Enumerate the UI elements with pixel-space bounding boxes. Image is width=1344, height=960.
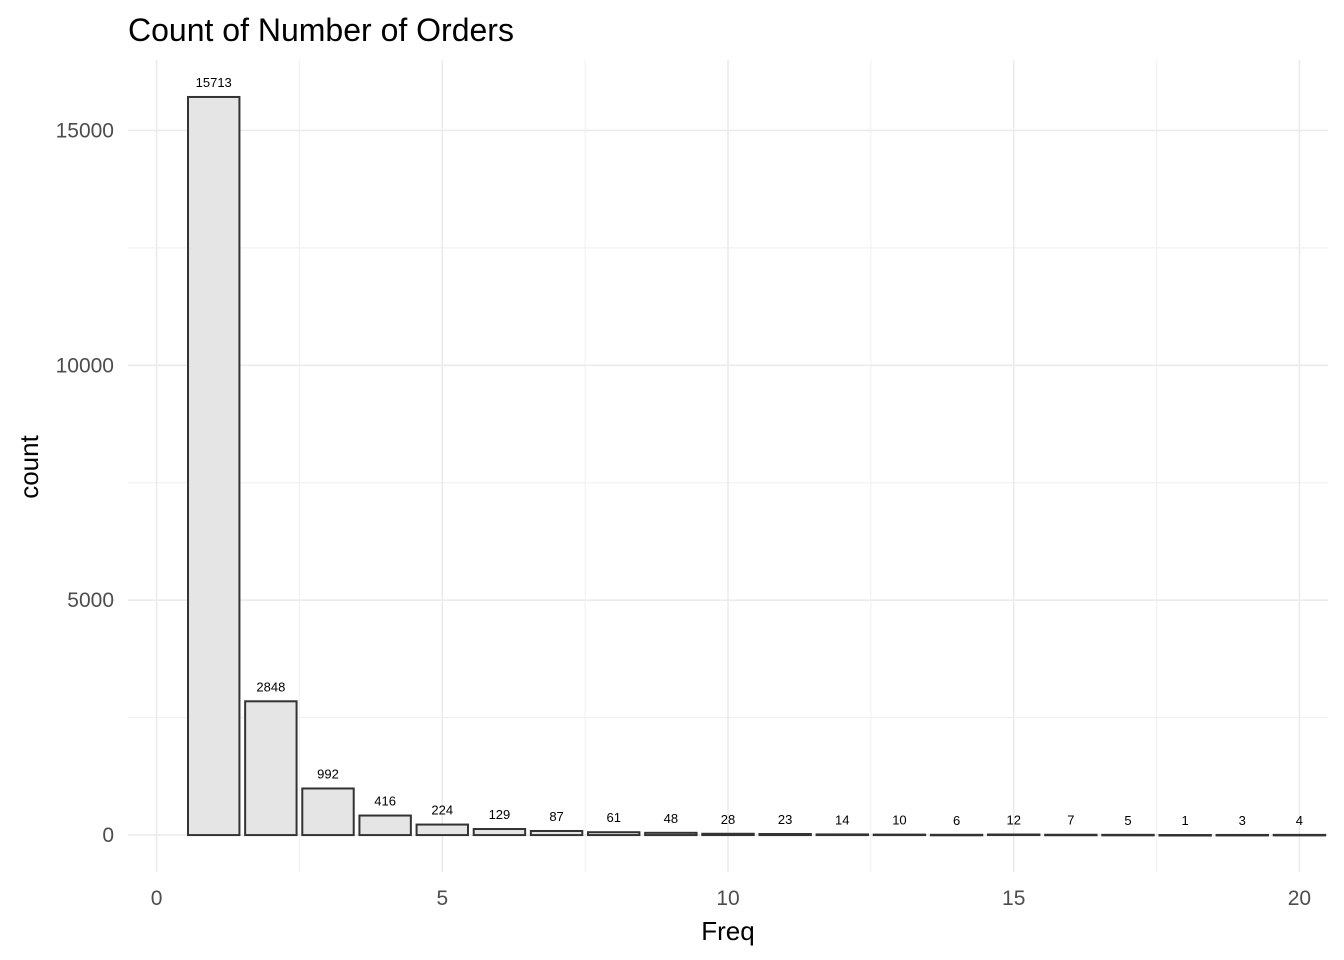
bar-value-label: 87	[549, 809, 563, 824]
bar	[1215, 833, 1269, 837]
bar-value-label: 15713	[196, 75, 232, 90]
bar-value-label: 28	[721, 812, 735, 827]
bar-value-label: 4	[1296, 813, 1303, 828]
bar	[587, 831, 641, 837]
bar-value-label: 1	[1182, 813, 1189, 828]
bar	[929, 833, 984, 837]
bar-value-label: 3	[1239, 813, 1246, 828]
bar	[1044, 833, 1098, 837]
bar	[1158, 834, 1212, 837]
bar-value-label: 224	[431, 803, 453, 818]
y-axis-ticks: 0 5000 10000 15000	[56, 119, 114, 847]
x-tick-label: 15	[1002, 887, 1025, 910]
bar	[815, 833, 869, 837]
bar-value-label: 416	[374, 794, 396, 809]
bar	[644, 831, 698, 837]
x-tick-label: 0	[151, 887, 163, 910]
x-tick-label: 10	[716, 887, 739, 910]
bar-value-label: 12	[1006, 813, 1020, 828]
bar	[244, 700, 298, 837]
grid	[128, 60, 1328, 872]
bar-value-label: 23	[778, 812, 792, 827]
y-tick-label: 5000	[67, 589, 114, 612]
bar	[472, 828, 527, 837]
x-axis-title: Freq	[701, 916, 754, 946]
bar	[1272, 833, 1327, 837]
bar-value-label: 6	[953, 813, 960, 828]
x-tick-label: 20	[1288, 887, 1311, 910]
bar	[358, 814, 412, 837]
bar	[529, 829, 584, 837]
bars	[187, 95, 1327, 837]
y-axis-title: count	[14, 434, 44, 498]
y-tick-label: 0	[102, 824, 114, 847]
bar-value-label: 2848	[256, 679, 285, 694]
bar-value-label: 61	[606, 810, 620, 825]
y-tick-label: 10000	[56, 354, 114, 377]
bar-value-label: 129	[489, 807, 511, 822]
bar	[987, 833, 1041, 837]
bar	[1101, 833, 1155, 837]
bar-value-label: 5	[1124, 813, 1131, 828]
bar	[758, 832, 812, 837]
chart-title: Count of Number of Orders	[128, 12, 514, 48]
bar	[872, 833, 927, 837]
bar-value-label: 48	[664, 811, 678, 826]
x-axis-ticks: 0 5 10 15 20	[151, 887, 1311, 910]
bar	[187, 95, 241, 837]
bar	[301, 787, 355, 837]
bar-value-label: 7	[1067, 813, 1074, 828]
x-tick-label: 5	[436, 887, 448, 910]
bar	[415, 823, 470, 837]
bar-value-label: 992	[317, 766, 339, 781]
bar-value-label: 10	[892, 813, 906, 828]
y-tick-label: 15000	[56, 119, 114, 142]
bar	[701, 832, 755, 837]
bar-value-label: 14	[835, 812, 849, 827]
